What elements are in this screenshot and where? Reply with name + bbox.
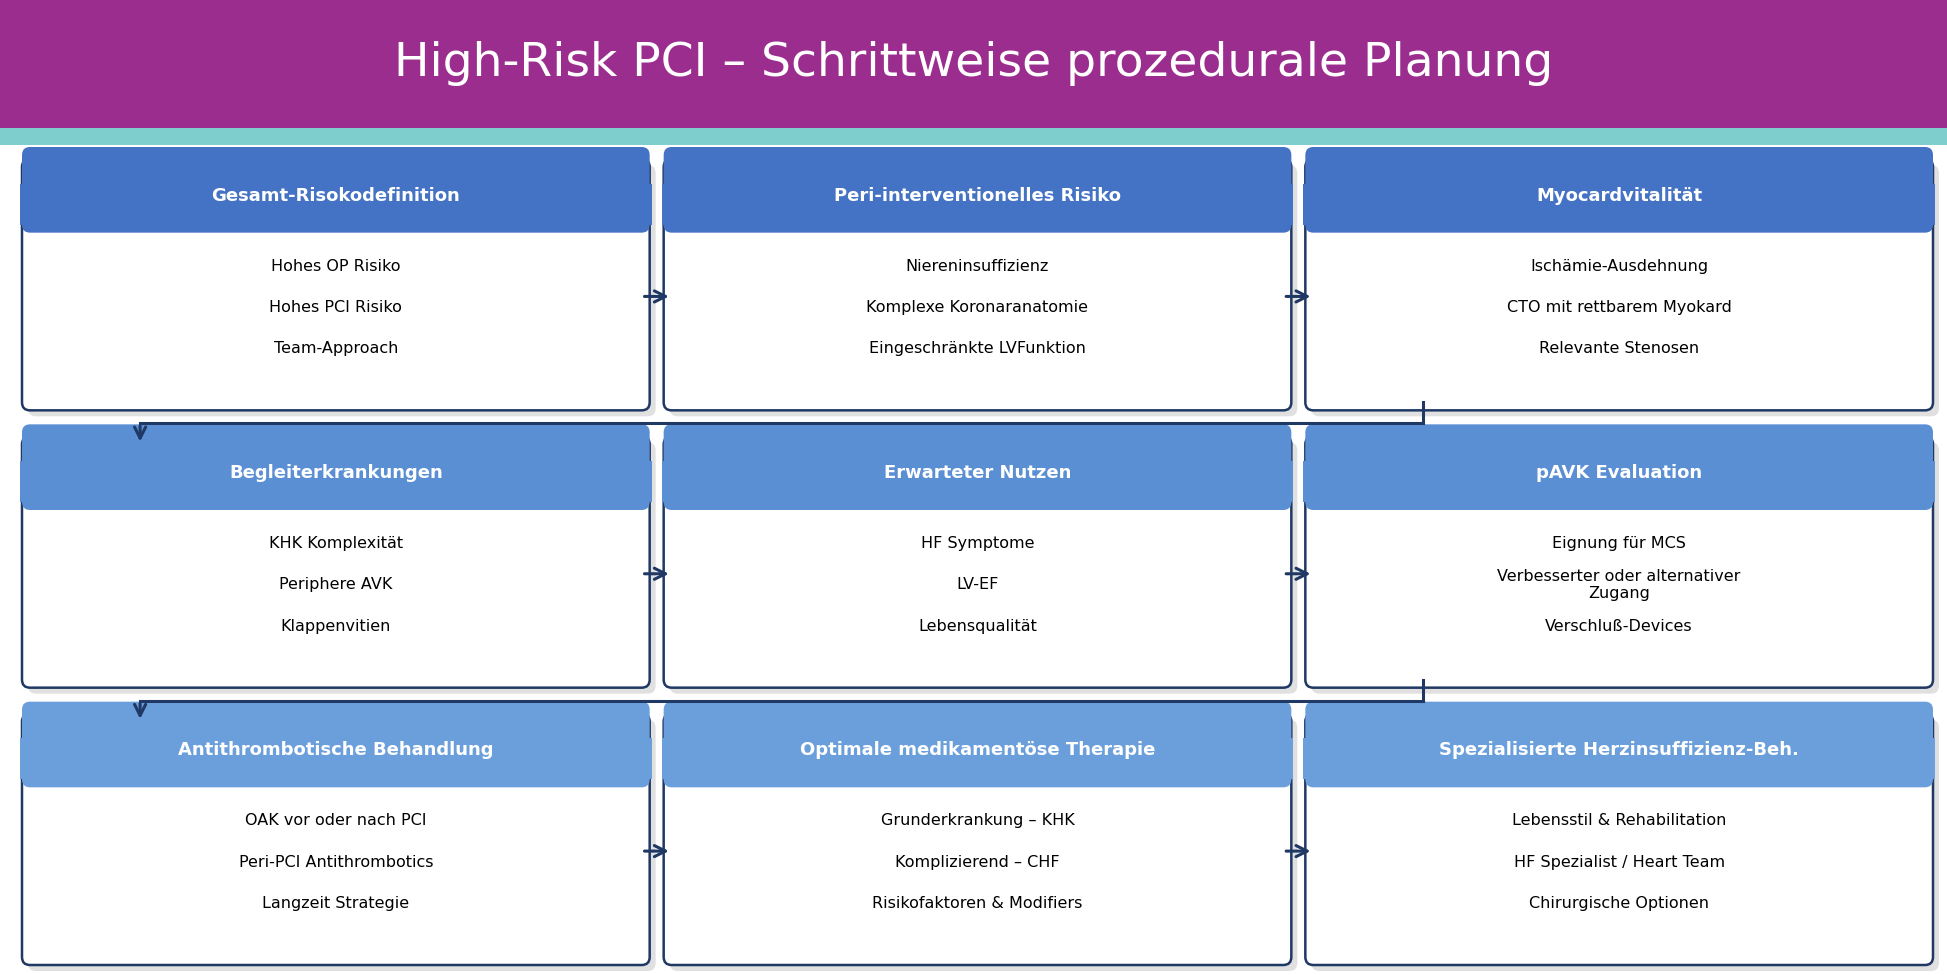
Text: Peri-interventionelles Risiko: Peri-interventionelles Risiko	[833, 187, 1121, 205]
Text: OAK vor oder nach PCI: OAK vor oder nach PCI	[245, 813, 426, 828]
Bar	[1303, 461, 1935, 502]
Bar	[662, 461, 1293, 502]
FancyBboxPatch shape	[1304, 714, 1933, 965]
Text: Ischämie-Ausdehnung: Ischämie-Ausdehnung	[1530, 258, 1708, 274]
Text: Hohes PCI Risiko: Hohes PCI Risiko	[269, 300, 403, 315]
Text: Klappenvitien: Klappenvitien	[280, 619, 391, 634]
Text: HF Symptome: HF Symptome	[921, 536, 1034, 551]
FancyBboxPatch shape	[1304, 437, 1933, 687]
Text: Team-Approach: Team-Approach	[275, 341, 397, 357]
FancyBboxPatch shape	[21, 714, 650, 965]
Text: Eignung für MCS: Eignung für MCS	[1552, 536, 1686, 551]
Text: Peri-PCI Antithrombotics: Peri-PCI Antithrombotics	[239, 855, 432, 870]
Text: Gesamt-Risokodefinition: Gesamt-Risokodefinition	[212, 187, 459, 205]
FancyBboxPatch shape	[664, 437, 1291, 687]
Text: Chirurgische Optionen: Chirurgische Optionen	[1528, 896, 1709, 911]
FancyBboxPatch shape	[1304, 702, 1933, 788]
Text: Lebensstil & Rehabilitation: Lebensstil & Rehabilitation	[1513, 813, 1727, 828]
Bar	[0, 128, 1947, 145]
Text: Optimale medikamentöse Therapie: Optimale medikamentöse Therapie	[800, 742, 1155, 760]
FancyBboxPatch shape	[1304, 159, 1933, 410]
FancyBboxPatch shape	[1312, 443, 1939, 693]
Bar	[0, 0, 1947, 128]
Text: High-Risk PCI – Schrittweise prozedurale Planung: High-Risk PCI – Schrittweise prozedurale…	[393, 42, 1554, 87]
FancyBboxPatch shape	[1304, 424, 1933, 510]
Text: Komplexe Koronaranatomie: Komplexe Koronaranatomie	[866, 300, 1088, 315]
Text: Grunderkrankung – KHK: Grunderkrankung – KHK	[880, 813, 1075, 828]
FancyBboxPatch shape	[21, 702, 650, 788]
Text: Langzeit Strategie: Langzeit Strategie	[263, 896, 409, 911]
Text: Komplizierend – CHF: Komplizierend – CHF	[896, 855, 1059, 870]
FancyBboxPatch shape	[664, 159, 1291, 410]
FancyBboxPatch shape	[670, 720, 1297, 971]
Bar	[662, 738, 1293, 779]
Text: Lebensqualität: Lebensqualität	[919, 619, 1038, 634]
Text: Begleiterkrankungen: Begleiterkrankungen	[230, 464, 442, 483]
Text: Myocardvitalität: Myocardvitalität	[1536, 187, 1702, 205]
Bar	[1303, 184, 1935, 224]
Text: Erwarteter Nutzen: Erwarteter Nutzen	[884, 464, 1071, 483]
FancyBboxPatch shape	[21, 159, 650, 410]
FancyBboxPatch shape	[27, 443, 656, 693]
Text: Spezialisierte Herzinsuffizienz-Beh.: Spezialisierte Herzinsuffizienz-Beh.	[1439, 742, 1799, 760]
FancyBboxPatch shape	[664, 702, 1291, 788]
Text: Relevante Stenosen: Relevante Stenosen	[1540, 341, 1700, 357]
FancyBboxPatch shape	[27, 165, 656, 416]
Text: Risikofaktoren & Modifiers: Risikofaktoren & Modifiers	[872, 896, 1083, 911]
Text: pAVK Evaluation: pAVK Evaluation	[1536, 464, 1702, 483]
FancyBboxPatch shape	[1312, 165, 1939, 416]
Text: Periphere AVK: Periphere AVK	[278, 577, 393, 593]
FancyBboxPatch shape	[21, 424, 650, 510]
Text: Hohes OP Risiko: Hohes OP Risiko	[271, 258, 401, 274]
Text: Verschluß-Devices: Verschluß-Devices	[1546, 619, 1694, 634]
Bar	[19, 461, 652, 502]
Bar	[662, 184, 1293, 224]
Text: Verbesserter oder alternativer
Zugang: Verbesserter oder alternativer Zugang	[1497, 568, 1741, 601]
Text: CTO mit rettbarem Myokard: CTO mit rettbarem Myokard	[1507, 300, 1731, 315]
FancyBboxPatch shape	[1312, 720, 1939, 971]
Text: LV-EF: LV-EF	[956, 577, 999, 593]
FancyBboxPatch shape	[21, 437, 650, 687]
FancyBboxPatch shape	[21, 147, 650, 233]
FancyBboxPatch shape	[27, 720, 656, 971]
Bar	[1303, 738, 1935, 779]
FancyBboxPatch shape	[664, 147, 1291, 233]
Text: Eingeschränkte LVFunktion: Eingeschränkte LVFunktion	[868, 341, 1086, 357]
Text: KHK Komplexität: KHK Komplexität	[269, 536, 403, 551]
Bar	[19, 738, 652, 779]
FancyBboxPatch shape	[1304, 147, 1933, 233]
Text: Niereninsuffizienz: Niereninsuffizienz	[905, 258, 1049, 274]
Text: Antithrombotische Behandlung: Antithrombotische Behandlung	[177, 742, 495, 760]
Bar	[19, 184, 652, 224]
FancyBboxPatch shape	[670, 443, 1297, 693]
FancyBboxPatch shape	[664, 714, 1291, 965]
FancyBboxPatch shape	[670, 165, 1297, 416]
FancyBboxPatch shape	[664, 424, 1291, 510]
Text: HF Spezialist / Heart Team: HF Spezialist / Heart Team	[1513, 855, 1725, 870]
